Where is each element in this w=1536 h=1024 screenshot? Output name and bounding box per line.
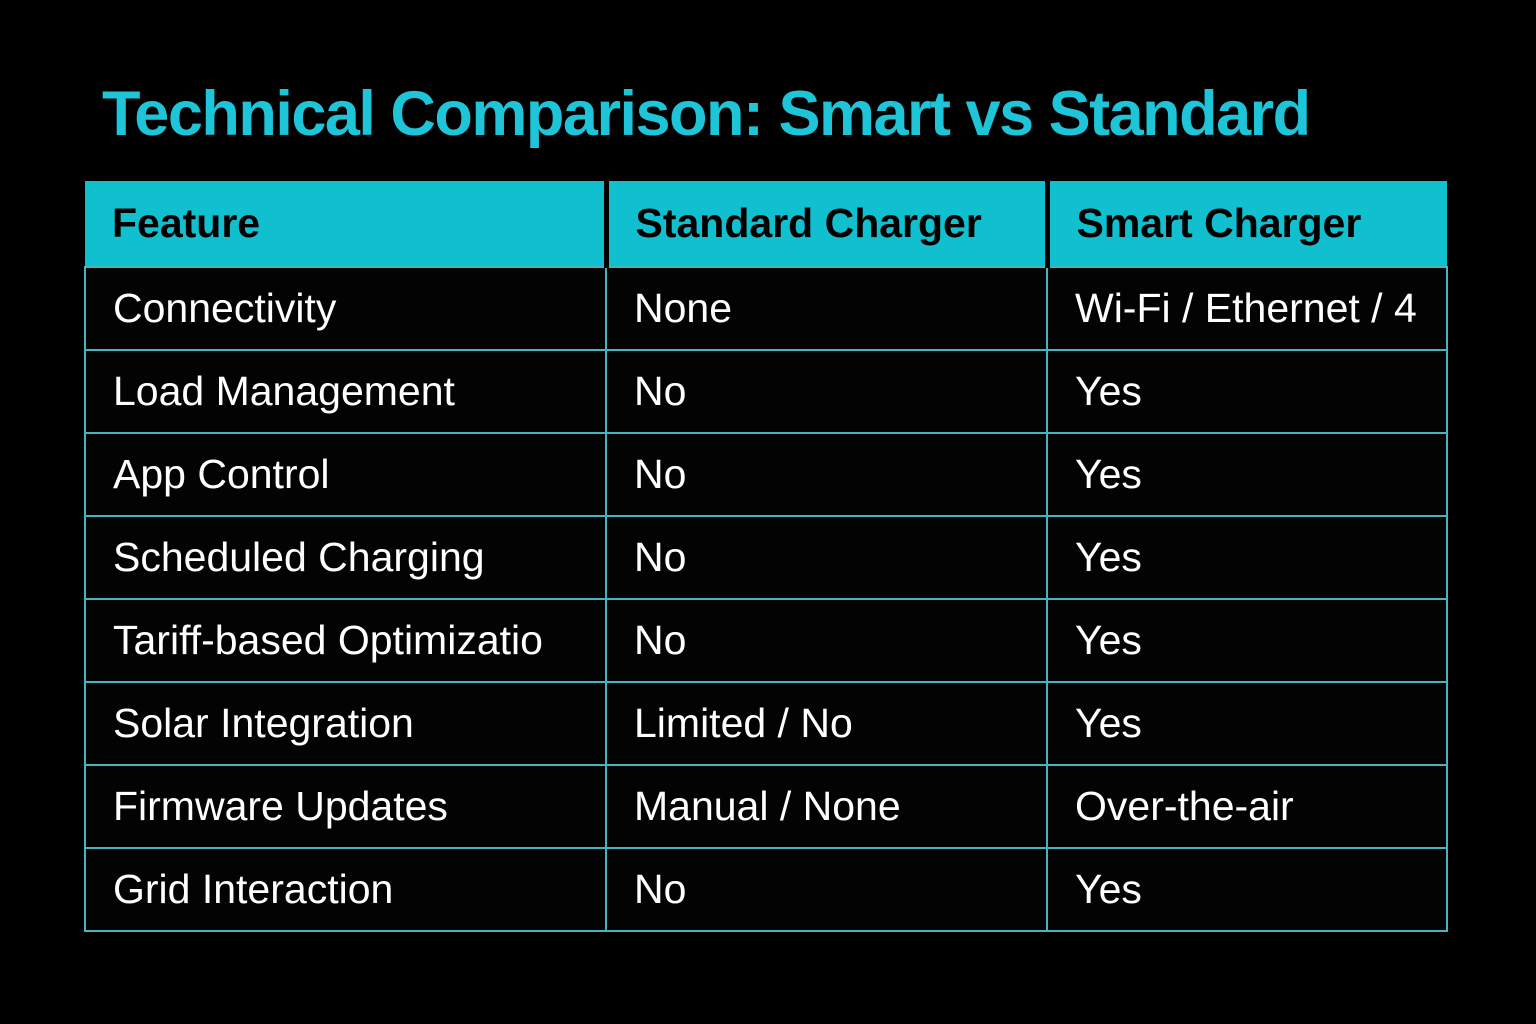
table-row: Tariff-based Optimizatio No Yes: [84, 598, 1448, 683]
table-row: Grid Interaction No Yes: [84, 847, 1448, 932]
header-feature: Feature: [85, 181, 606, 267]
cell-feature: Firmware Updates: [84, 764, 607, 849]
table-row: Connectivity None Wi-Fi / Ethernet / 4: [84, 266, 1448, 351]
cell-feature: Connectivity: [84, 266, 607, 351]
cell-feature: Scheduled Charging: [84, 515, 607, 600]
table-row: Solar Integration Limited / No Yes: [84, 681, 1448, 766]
page-title: Technical Comparison: Smart vs Standard: [102, 79, 1311, 149]
cell-standard: No: [605, 349, 1048, 434]
cell-feature: App Control: [84, 432, 607, 517]
header-standard: Standard Charger: [603, 181, 1047, 267]
cell-feature: Solar Integration: [84, 681, 607, 766]
table-row: App Control No Yes: [84, 432, 1448, 517]
table-body: Connectivity None Wi-Fi / Ethernet / 4 L…: [84, 266, 1448, 932]
table-row: Load Management No Yes: [84, 349, 1448, 434]
cell-smart: Yes: [1046, 847, 1448, 932]
cell-smart: Yes: [1046, 515, 1448, 600]
cell-standard: None: [605, 266, 1048, 351]
cell-standard: No: [605, 515, 1048, 600]
cell-smart: Over-the-air: [1046, 764, 1448, 849]
table-row: Scheduled Charging No Yes: [84, 515, 1448, 600]
comparison-table: Feature Standard Charger Smart Charger C…: [84, 181, 1448, 932]
cell-smart: Yes: [1046, 598, 1448, 683]
cell-standard: Limited / No: [605, 681, 1048, 766]
cell-standard: No: [605, 847, 1048, 932]
cell-smart: Yes: [1046, 432, 1448, 517]
cell-smart: Yes: [1046, 349, 1448, 434]
header-smart: Smart Charger: [1044, 181, 1447, 267]
cell-standard: No: [605, 598, 1048, 683]
table-row: Firmware Updates Manual / None Over-the-…: [84, 764, 1448, 849]
cell-feature: Tariff-based Optimizatio: [84, 598, 607, 683]
header-row: Feature Standard Charger Smart Charger: [85, 181, 1447, 267]
cell-smart: Wi-Fi / Ethernet / 4: [1046, 266, 1448, 351]
cell-feature: Load Management: [84, 349, 607, 434]
comparison-table-container: Feature Standard Charger Smart Charger C…: [84, 181, 1448, 932]
cell-standard: Manual / None: [605, 764, 1048, 849]
cell-smart: Yes: [1046, 681, 1448, 766]
table-header: Feature Standard Charger Smart Charger: [85, 181, 1447, 267]
cell-standard: No: [605, 432, 1048, 517]
cell-feature: Grid Interaction: [84, 847, 607, 932]
